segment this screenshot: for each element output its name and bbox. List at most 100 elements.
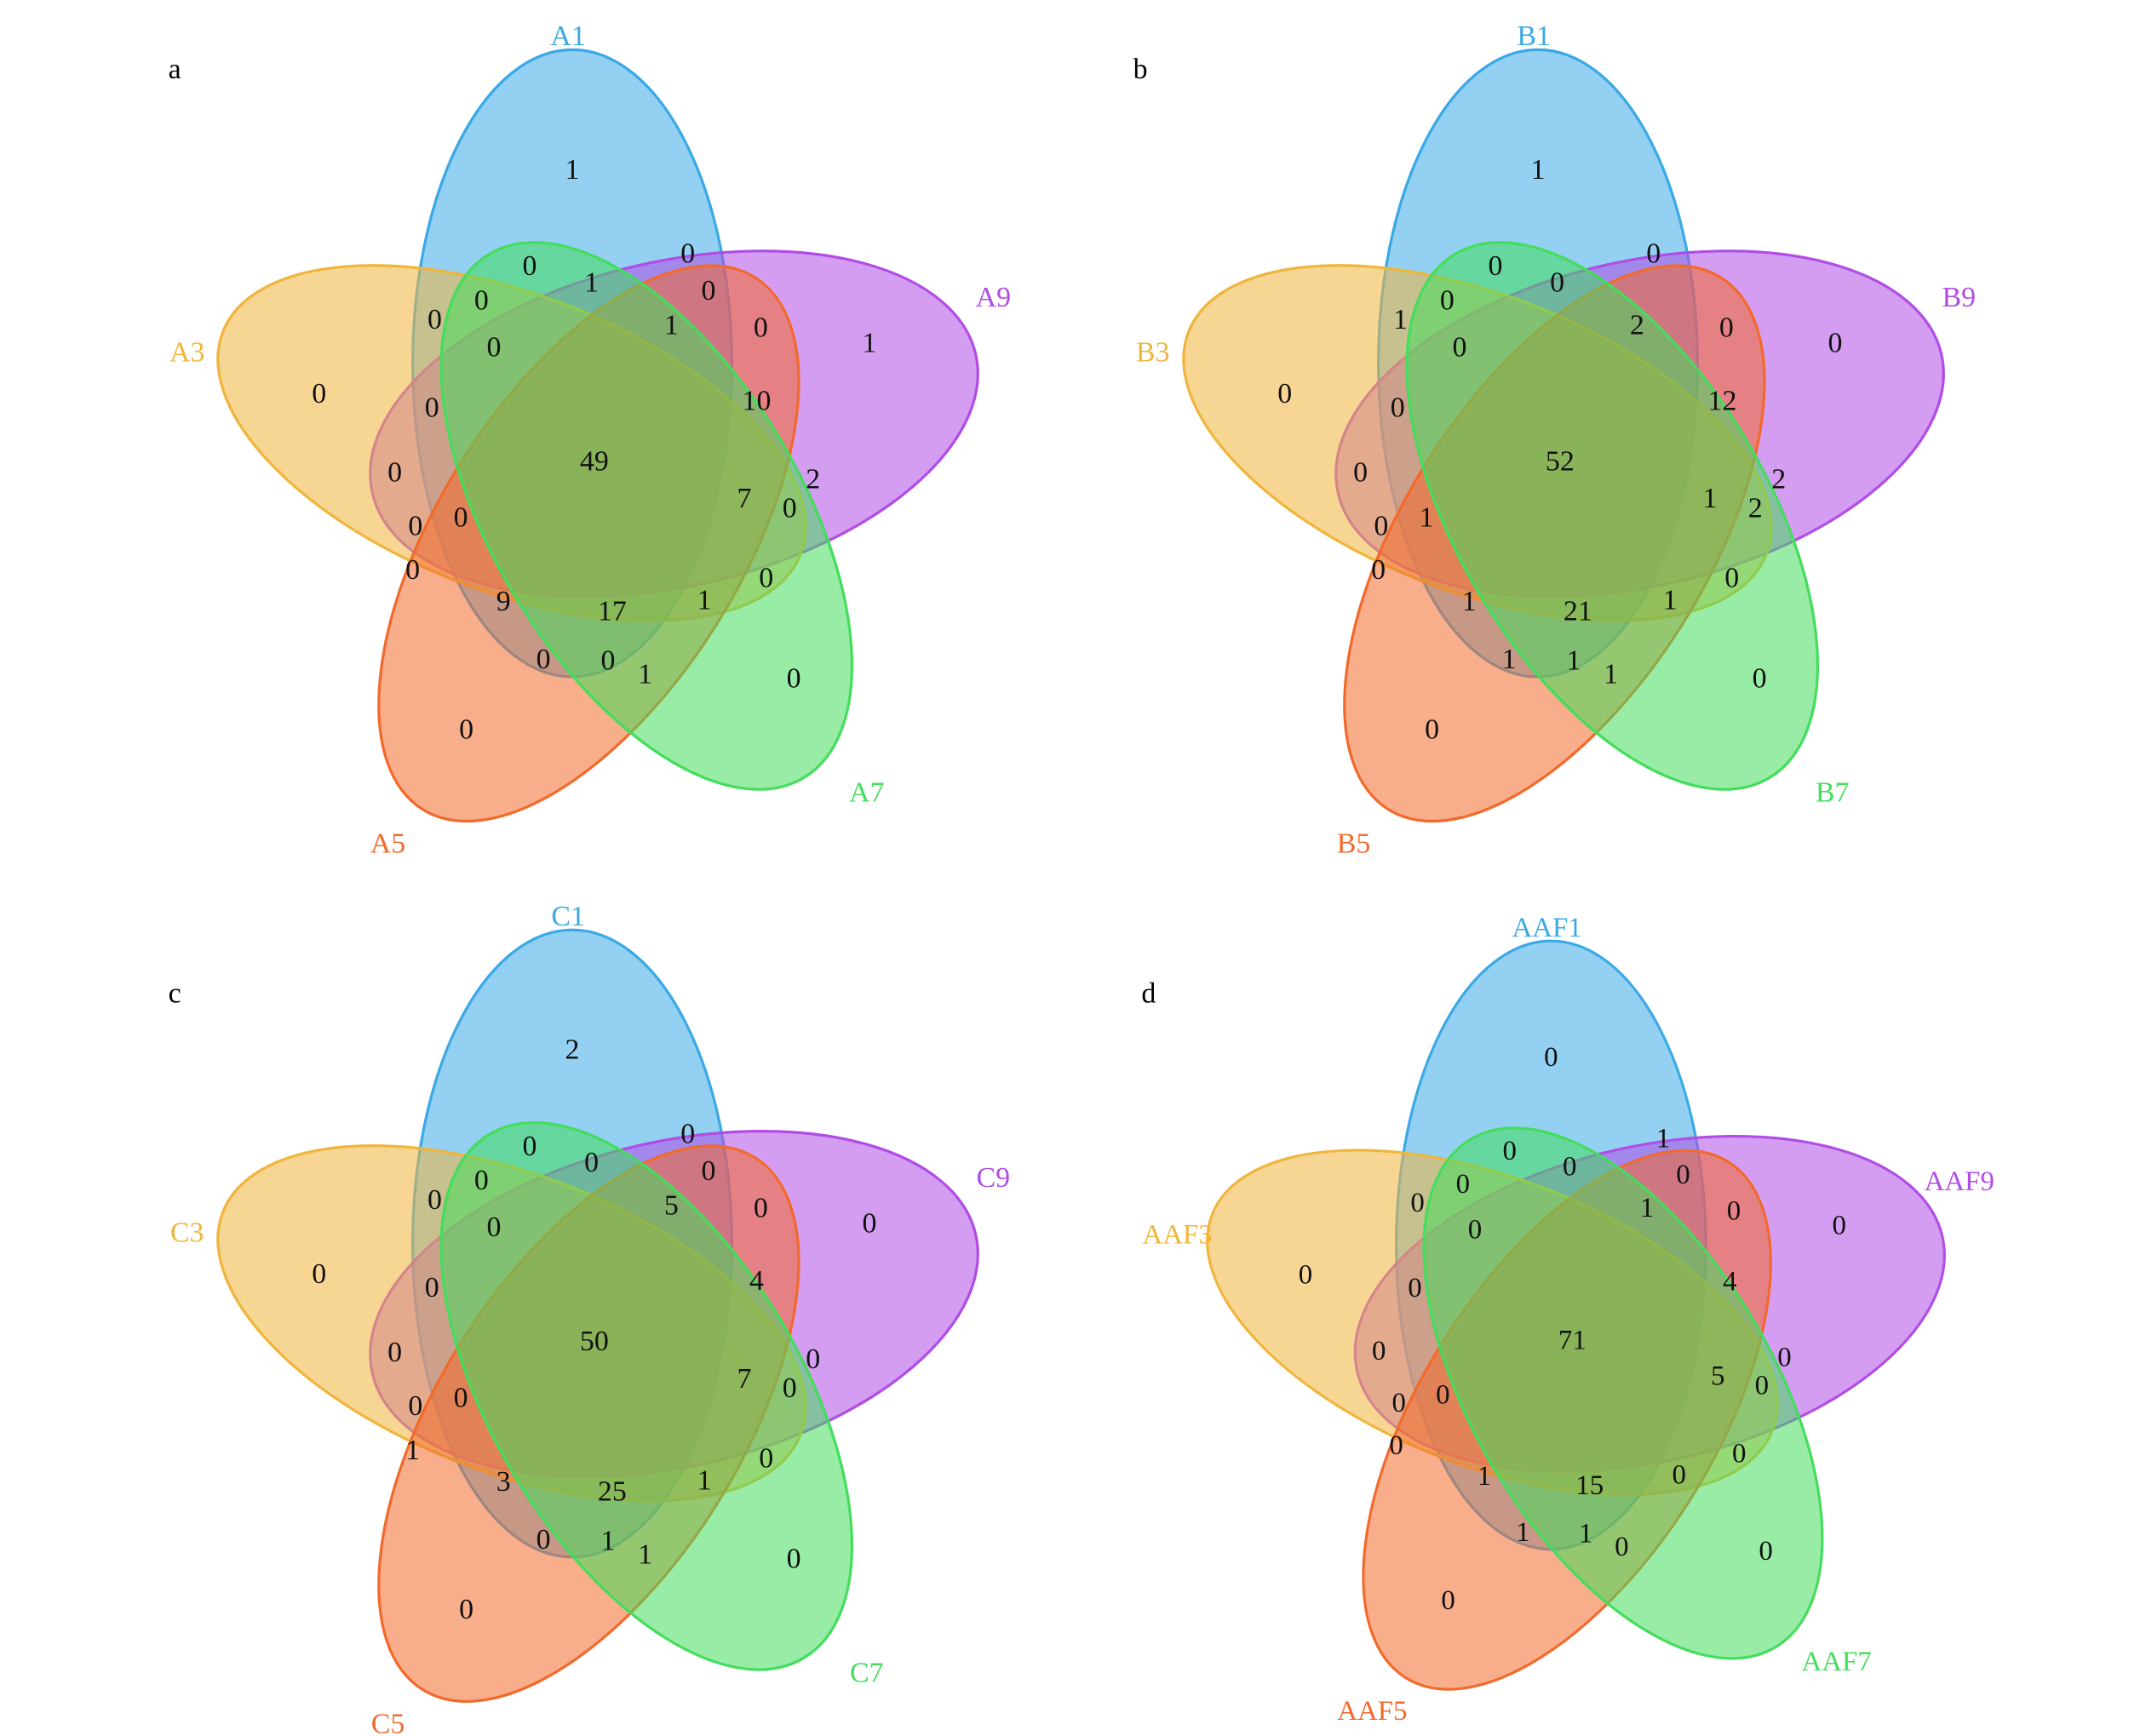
region-count: 0 — [754, 312, 768, 344]
region-count: 9 — [496, 586, 511, 617]
region-count: 0 — [536, 1524, 551, 1556]
region-count: 0 — [1452, 331, 1466, 363]
region-count: 0 — [1372, 1336, 1386, 1366]
region-count: 4 — [1723, 1266, 1736, 1297]
region-count: 10 — [743, 385, 772, 416]
panel-letter: c — [169, 978, 181, 1010]
region-count: 0 — [522, 250, 536, 282]
region-count: 2 — [1748, 492, 1763, 524]
region-count: 0 — [427, 1184, 442, 1216]
region-count: 0 — [1456, 1169, 1470, 1200]
region-count: 1 — [638, 1539, 652, 1571]
region-count: 0 — [427, 304, 442, 335]
region-count: 1 — [697, 1464, 712, 1496]
region-count: 71 — [1558, 1325, 1587, 1355]
region-count: 0 — [1724, 563, 1739, 594]
set-label: AAF1 — [1512, 913, 1581, 943]
set-label: B1 — [1517, 20, 1551, 52]
region-count: 0 — [1833, 1211, 1846, 1241]
set-label: AAF3 — [1142, 1220, 1212, 1251]
region-count: 1 — [584, 266, 599, 298]
region-count: 0 — [1777, 1343, 1791, 1373]
region-count: 0 — [1408, 1273, 1421, 1303]
region-count: 0 — [312, 378, 326, 410]
set-label: AAF7 — [1802, 1647, 1872, 1677]
region-count: 0 — [1646, 238, 1661, 269]
region-count: 1 — [1516, 1517, 1529, 1548]
set-label: B7 — [1816, 777, 1850, 809]
region-count: 0 — [754, 1193, 768, 1224]
region-count: 1 — [601, 1525, 616, 1556]
region-count: 2 — [806, 463, 820, 495]
region-count: 0 — [408, 1390, 422, 1422]
region-count: 1 — [1420, 502, 1434, 534]
set-label: C1 — [551, 901, 585, 932]
set-label: B5 — [1337, 828, 1371, 859]
region-count: 0 — [1563, 1152, 1576, 1183]
region-count: 1 — [565, 154, 580, 186]
region-count: 1 — [638, 659, 652, 690]
region-count: 0 — [601, 645, 616, 677]
region-count: 0 — [459, 713, 473, 745]
region-count: 0 — [783, 492, 797, 524]
set-ellipse — [439, 1120, 854, 1671]
region-count: 50 — [580, 1326, 609, 1357]
set-label: A9 — [976, 282, 1011, 313]
region-count: 1 — [1640, 1193, 1654, 1223]
region-count: 1 — [1567, 645, 1581, 677]
region-count: 0 — [454, 1382, 468, 1413]
region-count: 1 — [1531, 154, 1546, 186]
region-count: 1 — [697, 585, 712, 616]
region-count: 0 — [1299, 1260, 1312, 1291]
region-count: 0 — [1488, 250, 1502, 282]
region-count: 0 — [701, 275, 715, 307]
region-count: 0 — [1353, 456, 1368, 488]
region-count: 7 — [737, 1363, 751, 1395]
set-ellipse — [1422, 1126, 1824, 1660]
region-count: 5 — [664, 1189, 679, 1221]
region-count: 0 — [759, 1443, 773, 1475]
region-count: 0 — [1391, 392, 1405, 423]
region-count: 2 — [565, 1034, 580, 1066]
region-count: 0 — [680, 238, 695, 269]
region-count: 0 — [536, 644, 551, 675]
region-count: 1 — [1502, 644, 1517, 675]
region-count: 21 — [1564, 595, 1592, 627]
set-label: A5 — [370, 828, 405, 859]
region-count: 1 — [1393, 304, 1408, 335]
set-label: C7 — [850, 1658, 884, 1689]
region-count: 0 — [1391, 1388, 1405, 1418]
region-count: 0 — [1374, 510, 1388, 541]
set-ellipse — [439, 241, 854, 791]
region-count: 3 — [496, 1466, 511, 1498]
region-count: 0 — [1425, 713, 1439, 745]
set-ellipse — [1405, 241, 1820, 791]
region-count: 0 — [1727, 1195, 1741, 1226]
region-count: 0 — [454, 502, 468, 534]
region-count: 0 — [1468, 1214, 1482, 1245]
set-label: AAF5 — [1337, 1696, 1407, 1727]
region-count: 1 — [1604, 659, 1618, 690]
region-count: 0 — [1676, 1160, 1690, 1190]
region-count: 0 — [1550, 266, 1564, 298]
set-label: A7 — [849, 777, 884, 809]
region-count: 1 — [1462, 586, 1477, 617]
region-count: 0 — [1371, 554, 1386, 586]
panel-letter: a — [169, 54, 181, 85]
region-count: 0 — [387, 1337, 402, 1368]
set-label: B9 — [1942, 282, 1977, 313]
region-count: 1 — [664, 309, 679, 341]
region-count: 5 — [1711, 1361, 1724, 1392]
region-count: 0 — [474, 284, 489, 316]
region-count: 0 — [408, 510, 422, 541]
region-count: 0 — [425, 392, 439, 423]
region-count: 0 — [1615, 1532, 1628, 1562]
region-count: 4 — [749, 1265, 764, 1297]
region-count: 12 — [1708, 385, 1737, 416]
region-count: 25 — [598, 1475, 627, 1507]
region-count: 1 — [1478, 1461, 1491, 1492]
set-label: C9 — [977, 1162, 1011, 1194]
